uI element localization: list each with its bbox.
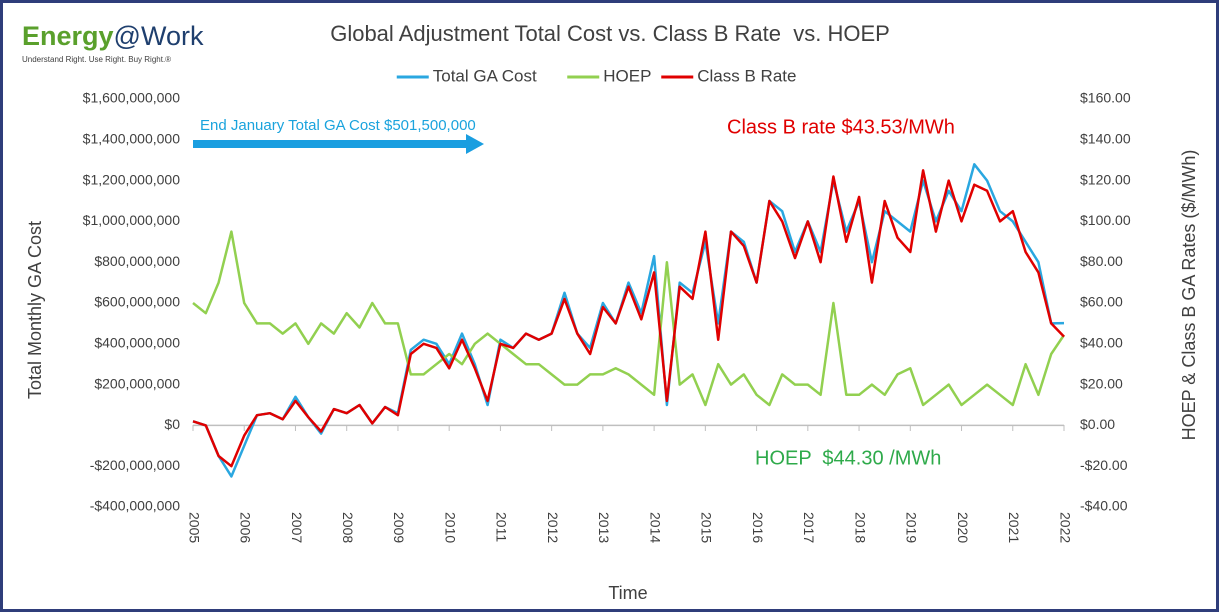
y2-axis-title: HOEP & Class B GA Rates ($/MWh) bbox=[1179, 150, 1199, 441]
y2-tick-label: $140.00 bbox=[1080, 131, 1131, 147]
x-tick-label: 2013 bbox=[596, 512, 612, 543]
y-tick-label: $1,000,000,000 bbox=[83, 212, 181, 228]
x-tick-label: 2012 bbox=[545, 512, 561, 543]
series-line bbox=[192, 169, 1065, 468]
series-line bbox=[192, 230, 1066, 407]
y-tick-label: $600,000,000 bbox=[94, 294, 180, 310]
y2-tick-label: $120.00 bbox=[1080, 171, 1131, 187]
x-tick-label: 2022 bbox=[1057, 512, 1073, 543]
y2-tick-label: $60.00 bbox=[1080, 294, 1123, 310]
chart-title: Global Adjustment Total Cost vs. Class B… bbox=[330, 21, 890, 46]
y-tick-label: $800,000,000 bbox=[94, 253, 180, 269]
x-tick-label: 2017 bbox=[801, 512, 817, 543]
x-tick-label: 2020 bbox=[955, 512, 971, 543]
legend-label: HOEP bbox=[603, 66, 651, 85]
x-tick-label: 2021 bbox=[1006, 512, 1022, 543]
y2-tick-label: $160.00 bbox=[1080, 90, 1131, 106]
y-tick-label: $200,000,000 bbox=[94, 375, 180, 391]
logo-suffix: @Work bbox=[114, 21, 204, 51]
y-tick-label: $1,200,000,000 bbox=[83, 171, 181, 187]
y-tick-label: -$200,000,000 bbox=[90, 457, 181, 473]
x-tick-label: 2016 bbox=[750, 512, 766, 543]
y2-tick-label: -$20.00 bbox=[1080, 457, 1128, 473]
x-axis-title: Time bbox=[608, 583, 647, 603]
logo-tagline: Understand Right. Use Right. Buy Right.® bbox=[22, 55, 171, 64]
x-tick-label: 2019 bbox=[904, 512, 920, 543]
x-tick-label: 2018 bbox=[852, 512, 868, 543]
y-tick-label: -$400,000,000 bbox=[90, 498, 181, 514]
legend-label: Class B Rate bbox=[697, 66, 796, 85]
logo-brand: Energy bbox=[22, 21, 114, 51]
logo: Energy@Work bbox=[22, 21, 204, 51]
x-tick-label: 2014 bbox=[647, 512, 663, 543]
y2-tick-label: $100.00 bbox=[1080, 212, 1131, 228]
y-axis-title: Total Monthly GA Cost bbox=[25, 221, 45, 399]
x-tick-label: 2015 bbox=[699, 512, 715, 543]
y-tick-label: $1,600,000,000 bbox=[83, 90, 181, 106]
x-tick-label: 2009 bbox=[391, 512, 407, 543]
annotation: Class B rate $43.53/MWh bbox=[727, 116, 955, 138]
x-tick-label: 2007 bbox=[289, 512, 305, 543]
y-tick-label: $1,400,000,000 bbox=[83, 131, 181, 147]
y2-tick-label: $40.00 bbox=[1080, 335, 1123, 351]
x-tick-label: 2011 bbox=[494, 512, 510, 542]
y2-tick-label: -$40.00 bbox=[1080, 498, 1128, 514]
x-tick-label: 2006 bbox=[238, 512, 254, 543]
y-tick-label: $400,000,000 bbox=[94, 335, 180, 351]
y2-tick-label: $0.00 bbox=[1080, 416, 1115, 432]
arrow-head bbox=[466, 134, 484, 154]
annotation: End January Total GA Cost $501,500,000 bbox=[200, 117, 476, 134]
y2-tick-label: $80.00 bbox=[1080, 253, 1123, 269]
x-tick-label: 2008 bbox=[340, 512, 356, 543]
legend-label: Total GA Cost bbox=[433, 66, 537, 85]
y-tick-label: $0 bbox=[164, 416, 180, 432]
x-tick-label: 2010 bbox=[442, 512, 458, 543]
y2-tick-label: $20.00 bbox=[1080, 375, 1123, 391]
x-tick-label: 2005 bbox=[186, 512, 202, 543]
annotation: HOEP $44.30 /MWh bbox=[755, 447, 941, 469]
